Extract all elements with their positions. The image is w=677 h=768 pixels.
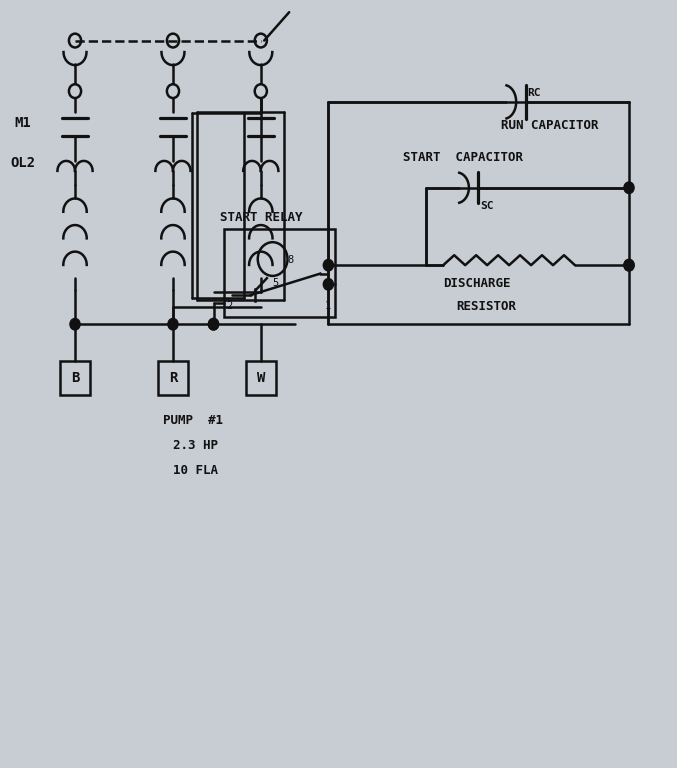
Text: 5: 5	[273, 278, 279, 288]
Circle shape	[324, 260, 334, 271]
Circle shape	[624, 260, 634, 271]
Text: RUN CAPACITOR: RUN CAPACITOR	[501, 119, 598, 132]
Circle shape	[624, 260, 634, 271]
Bar	[223, 229, 335, 316]
Text: DISCHARGE: DISCHARGE	[443, 276, 510, 290]
Text: RESISTOR: RESISTOR	[457, 300, 517, 313]
Text: START RELAY: START RELAY	[220, 211, 303, 224]
Text: SC: SC	[481, 201, 494, 211]
Text: RC: RC	[527, 88, 541, 98]
Bar	[60, 361, 90, 395]
Text: 8: 8	[288, 255, 294, 265]
Text: 1: 1	[324, 301, 330, 311]
Circle shape	[624, 182, 634, 194]
Text: M1: M1	[14, 117, 31, 131]
Text: 10 FLA: 10 FLA	[173, 464, 218, 477]
Bar	[246, 361, 276, 395]
Text: R: R	[169, 371, 177, 385]
Text: START  CAPACITOR: START CAPACITOR	[403, 151, 523, 164]
Text: 2.3 HP: 2.3 HP	[173, 439, 218, 452]
Circle shape	[209, 319, 219, 330]
Bar	[158, 361, 188, 395]
Circle shape	[168, 319, 178, 330]
Circle shape	[70, 319, 80, 330]
Text: W: W	[257, 371, 265, 385]
Text: OL2: OL2	[11, 156, 36, 170]
Text: PUMP  #1: PUMP #1	[163, 413, 223, 426]
Text: 2: 2	[226, 301, 233, 311]
Circle shape	[324, 279, 334, 290]
Circle shape	[209, 319, 219, 330]
Text: B: B	[71, 371, 79, 385]
